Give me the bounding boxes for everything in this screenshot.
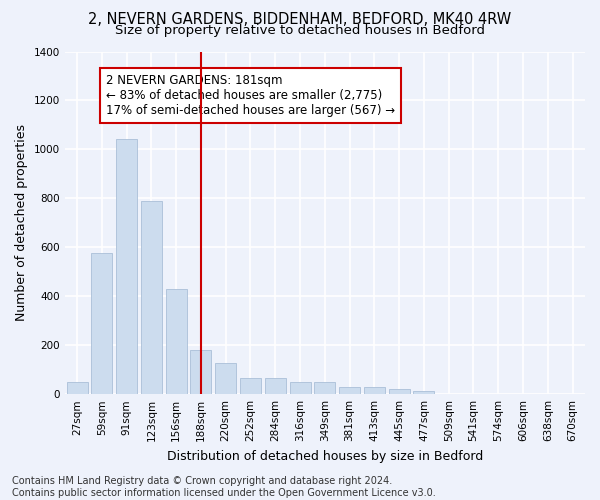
Text: 2 NEVERN GARDENS: 181sqm
← 83% of detached houses are smaller (2,775)
17% of sem: 2 NEVERN GARDENS: 181sqm ← 83% of detach… xyxy=(106,74,395,117)
Bar xyxy=(215,363,236,394)
Bar xyxy=(265,378,286,394)
Bar xyxy=(314,382,335,394)
Bar xyxy=(91,254,112,394)
Bar xyxy=(240,378,261,394)
Text: Size of property relative to detached houses in Bedford: Size of property relative to detached ho… xyxy=(115,24,485,37)
Bar xyxy=(141,201,162,394)
Text: Contains HM Land Registry data © Crown copyright and database right 2024.
Contai: Contains HM Land Registry data © Crown c… xyxy=(12,476,436,498)
Bar xyxy=(190,350,211,394)
Bar xyxy=(290,382,311,394)
Y-axis label: Number of detached properties: Number of detached properties xyxy=(15,124,28,322)
Bar xyxy=(67,382,88,394)
X-axis label: Distribution of detached houses by size in Bedford: Distribution of detached houses by size … xyxy=(167,450,483,462)
Bar xyxy=(116,139,137,394)
Bar xyxy=(413,390,434,394)
Bar xyxy=(339,388,360,394)
Bar xyxy=(166,289,187,394)
Bar xyxy=(389,390,410,394)
Bar xyxy=(364,388,385,394)
Text: 2, NEVERN GARDENS, BIDDENHAM, BEDFORD, MK40 4RW: 2, NEVERN GARDENS, BIDDENHAM, BEDFORD, M… xyxy=(88,12,512,28)
